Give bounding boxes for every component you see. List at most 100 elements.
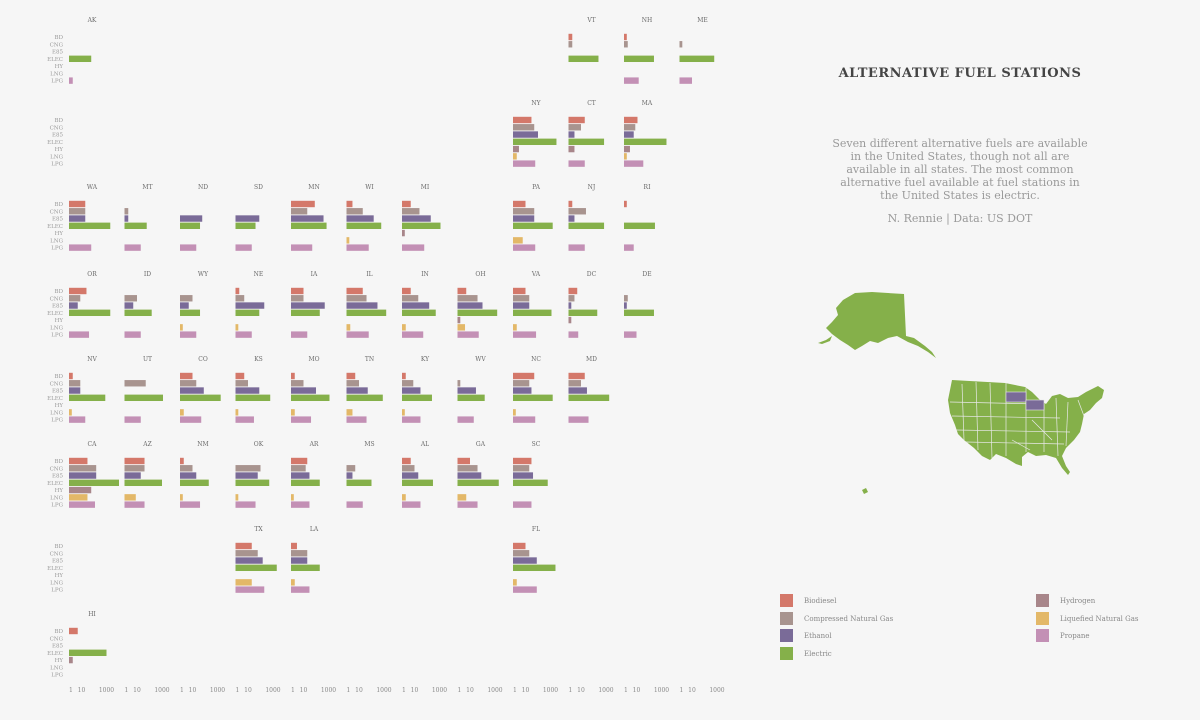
state-label: DC — [587, 271, 597, 278]
bar-ky-lpg — [402, 416, 421, 423]
state-label: WI — [365, 184, 374, 191]
bar-ms-e85 — [346, 472, 353, 479]
bar-vt-cng — [568, 41, 573, 48]
category-label-bd: BD — [55, 118, 64, 124]
bar-wi-elec — [346, 222, 382, 230]
bar-ga-e85 — [457, 472, 482, 479]
bar-ne-e85 — [235, 302, 265, 309]
state-label: CO — [198, 356, 208, 363]
state-label: FL — [532, 526, 540, 533]
bar-sd-lpg — [235, 244, 252, 251]
x-tick-label: 10 — [78, 687, 86, 694]
bar-al-e85 — [402, 472, 419, 479]
bar-dc-lpg — [568, 331, 579, 338]
bar-pa-lng — [513, 237, 523, 244]
category-label-e85: E85 — [52, 644, 64, 650]
category-label-elec: ELEC — [47, 566, 63, 572]
bar-or-elec — [69, 309, 111, 317]
bar-al-bd — [402, 457, 411, 465]
category-label-bd: BD — [55, 289, 64, 295]
panel-nm: NM — [180, 441, 209, 508]
bar-ny-hy — [513, 145, 519, 153]
bar-in-bd — [402, 287, 411, 295]
panel-ny: NY — [513, 100, 557, 167]
bar-ky-elec — [402, 394, 432, 402]
state-label: ME — [697, 17, 708, 24]
category-label-lpg: LPG — [51, 673, 63, 679]
bar-mo-elec — [291, 394, 330, 402]
bar-ca-hy — [69, 486, 92, 494]
x-tick-label: 10 — [466, 687, 474, 694]
category-label-elec: ELEC — [47, 651, 63, 657]
state-label: GA — [476, 441, 486, 448]
x-tick-label: 10 — [300, 687, 308, 694]
x-tick-label: 10 — [244, 687, 252, 694]
category-label-lpg: LPG — [51, 418, 63, 424]
bar-de-lpg — [624, 331, 637, 338]
legend-item-elec: Electric — [780, 647, 832, 660]
x-tick-label: 1000 — [210, 687, 225, 694]
bar-nh-cng — [624, 41, 628, 48]
state-label: AR — [309, 441, 319, 448]
bar-mo-lng — [291, 409, 295, 416]
bar-tn-bd — [346, 372, 356, 380]
bar-va-cng — [513, 295, 530, 302]
bar-fl-bd — [513, 542, 526, 550]
bar-sd-e85 — [235, 215, 260, 222]
subtitle-line-5: the United States is electric. — [880, 189, 1040, 202]
bar-mt-lpg — [124, 244, 141, 251]
state-label: AZ — [142, 441, 152, 448]
state-border-line — [975, 381, 979, 451]
category-label-e85: E85 — [52, 133, 64, 139]
panel-nh: NH — [624, 17, 654, 84]
bar-dc-cng — [568, 295, 575, 302]
bar-ar-e85 — [291, 472, 310, 479]
bar-fl-cng — [513, 550, 530, 557]
bar-hi-elec — [69, 649, 107, 657]
bar-sd-elec — [235, 222, 256, 230]
x-tick-label: 1000 — [154, 687, 169, 694]
bar-nv-lng — [69, 409, 72, 416]
bar-tx-cng — [235, 550, 258, 557]
alaska-chain — [818, 336, 832, 344]
panel-la: LA — [291, 526, 320, 593]
category-label-lpg: LPG — [51, 246, 63, 252]
panel-al: AL — [402, 441, 433, 508]
bar-sc-bd — [513, 457, 532, 465]
bar-nh-elec — [624, 55, 654, 63]
category-label-hy: HY — [55, 147, 64, 153]
panel-vt: VT — [568, 17, 599, 63]
bar-id-e85 — [124, 302, 134, 309]
x-tick-label: 1 — [402, 687, 406, 694]
bar-nv-bd — [69, 372, 73, 380]
bar-ri-elec — [624, 222, 655, 230]
bar-de-elec — [624, 309, 654, 317]
bar-ri-lpg — [624, 244, 634, 251]
bar-ma-bd — [624, 116, 638, 124]
bar-ma-hy — [624, 145, 630, 153]
bar-ms-lpg — [346, 501, 363, 508]
bar-oh-lpg — [457, 331, 479, 338]
bar-il-lng — [346, 324, 351, 331]
state-border-line — [1065, 401, 1069, 447]
state-label: KY — [421, 356, 430, 363]
bar-nj-lpg — [568, 244, 585, 251]
state-label: CT — [587, 100, 596, 107]
state-label: TX — [254, 526, 263, 533]
legend-label: Biodiesel — [804, 597, 837, 605]
bar-fl-elec — [513, 564, 556, 572]
state-border-line — [1031, 419, 1053, 441]
legend-swatch — [780, 647, 793, 660]
x-tick-label: 1000 — [598, 687, 613, 694]
state-label: OK — [254, 441, 264, 448]
panel-ms: MS — [346, 441, 375, 508]
bar-mi-bd — [402, 200, 411, 208]
bar-wi-e85 — [346, 215, 374, 222]
bar-ct-cng — [568, 124, 581, 131]
bar-az-lpg — [124, 501, 145, 508]
bar-wv-lpg — [457, 416, 474, 423]
bar-id-elec — [124, 309, 152, 317]
legend: Biodiesel Compressed Natural Gas Ethanol El… — [780, 594, 1139, 660]
bar-nc-cng — [513, 380, 530, 387]
category-label-cng: CNG — [50, 209, 63, 215]
